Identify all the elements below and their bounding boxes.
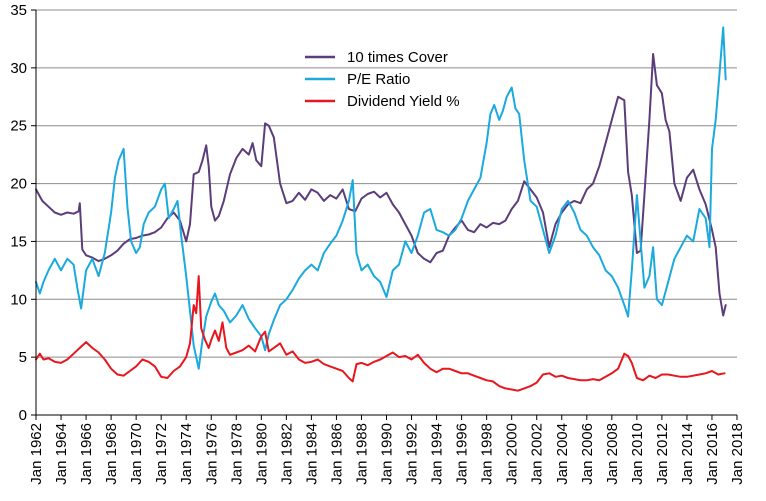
x-tick-label: Jan 2002: [529, 423, 546, 485]
x-tick-label: Jan 1988: [353, 423, 370, 485]
y-axis-ticks: 0 5 10 15 20 25 30 35: [10, 2, 36, 424]
x-tick-label: Jan 1968: [103, 423, 120, 485]
x-tick-label: Jan 1994: [429, 423, 446, 485]
x-tick-label: Jan 1986: [328, 423, 345, 485]
series-line-p-e-ratio: [35, 26, 727, 370]
x-tick-label: Jan 1970: [128, 423, 145, 485]
y-tick-label: 5: [19, 349, 27, 366]
x-axis-ticks: Jan 1962 Jan 1964 Jan 1966 Jan 1968 Jan 1970…: [28, 415, 746, 485]
x-tick-label: Jan 1962: [28, 423, 45, 485]
x-tick-label: Jan 2004: [554, 423, 571, 485]
y-tick-label: 30: [10, 60, 27, 77]
x-tick-label: Jan 1992: [404, 423, 421, 485]
x-tick-label: Jan 1966: [78, 423, 95, 485]
y-tick-label: 35: [10, 2, 27, 19]
x-tick-label: Jan 1974: [178, 423, 195, 485]
legend: 10 times Cover P/E Ratio Dividend Yield %: [305, 49, 460, 110]
y-tick-label: 25: [10, 118, 27, 135]
x-tick-label: Jan 1984: [303, 423, 320, 485]
y-tick-label: 20: [10, 176, 27, 193]
legend-label: 10 times Cover: [347, 49, 448, 66]
legend-label: Dividend Yield %: [347, 93, 460, 110]
x-tick-label: Jan 2016: [704, 423, 721, 485]
x-tick-label: Jan 2018: [729, 423, 746, 485]
x-tick-label: Jan 2006: [579, 423, 596, 485]
x-tick-label: Jan 2000: [504, 423, 521, 485]
x-tick-label: Jan 1976: [203, 423, 220, 485]
x-tick-label: Jan 1996: [454, 423, 471, 485]
x-tick-label: Jan 1964: [53, 423, 70, 485]
y-tick-label: 15: [10, 233, 27, 250]
x-tick-label: Jan 1998: [479, 423, 496, 485]
series-line-10-times-cover: [35, 53, 727, 317]
x-tick-label: Jan 2010: [629, 423, 646, 485]
x-tick-label: Jan 1982: [278, 423, 295, 485]
x-tick-label: Jan 2008: [604, 423, 621, 485]
x-tick-label: Jan 2012: [654, 423, 671, 485]
x-tick-label: Jan 1978: [228, 423, 245, 485]
x-tick-label: Jan 1972: [153, 423, 170, 485]
legend-label: P/E Ratio: [347, 71, 410, 88]
gridlines: [36, 9, 737, 358]
y-tick-label: 10: [10, 291, 27, 308]
series-layer: [35, 26, 727, 392]
x-tick-label: Jan 1980: [253, 423, 270, 485]
x-tick-label: Jan 1990: [379, 423, 396, 485]
x-tick-label: Jan 2014: [679, 423, 696, 485]
y-tick-label: 0: [19, 407, 27, 424]
series-line-dividend-yield: [35, 275, 726, 392]
